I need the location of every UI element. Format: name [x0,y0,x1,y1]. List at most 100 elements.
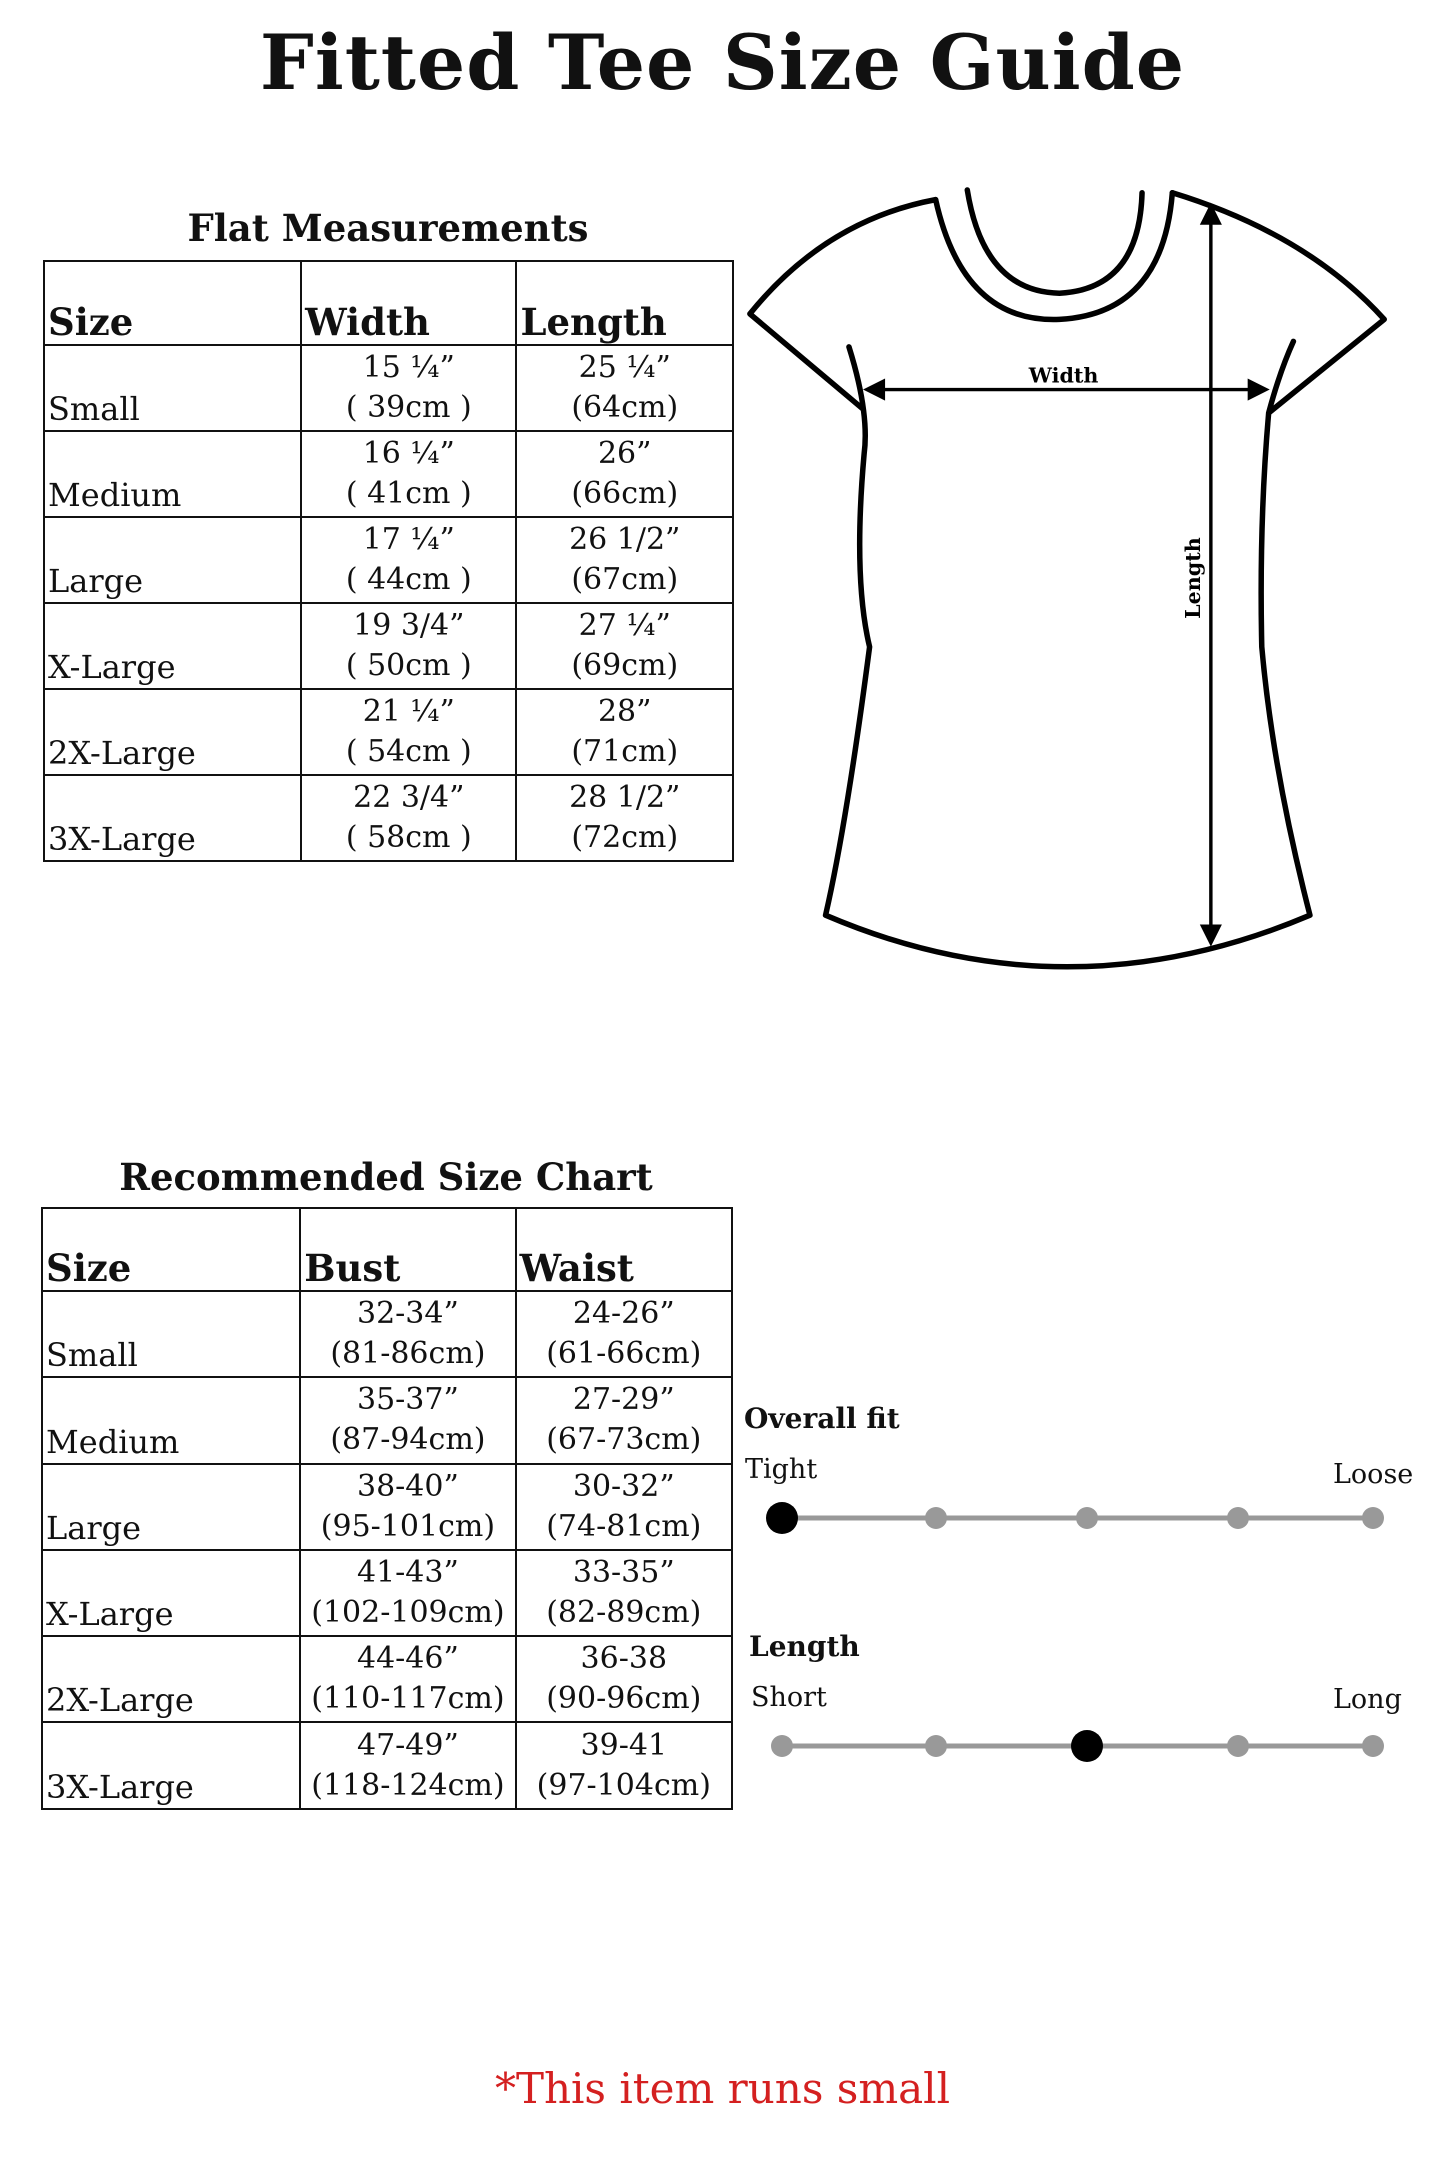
tee-diagram: Width Length [747,187,1387,970]
tee-collar [964,187,1145,296]
tee-neckline [932,190,1176,323]
width-inches: 19 3/4” [353,608,465,643]
bust-inches: 47-49” [357,1727,459,1763]
table-row: Small 15 ¼” ( 39cm ) 25 ¼” (64cm) [42,344,734,432]
size-cell: Large [40,1462,302,1551]
width-cell: 15 ¼” ( 39cm ) [300,344,518,432]
short-label: Short [751,1682,827,1713]
length-cell: 28” (71cm) [515,688,734,776]
size-cell: Small [40,1289,302,1379]
bust-inches: 38-40” [357,1468,459,1504]
length-arrow-top-icon [1199,202,1222,225]
width-cell: 19 3/4” ( 50cm ) [300,602,518,690]
width-cm: ( 50cm ) [345,648,472,683]
waist-cell: 36-38 (90-96cm) [514,1635,734,1724]
length-cm: (67cm) [571,562,679,597]
overall-fit-label: Overall fit [744,1402,900,1435]
width-cell: 22 3/4” ( 58cm ) [300,774,518,862]
size-cell: 3X-Large [42,774,303,862]
bust-inches: 44-46” [357,1641,459,1677]
waist-inches: 39-41 [580,1727,668,1763]
scale-point [925,1507,947,1529]
bust-cm: (95-101cm) [320,1508,496,1544]
length-inches: 27 ¼” [578,608,671,643]
length-cell: 27 ¼” (69cm) [515,602,734,690]
width-inches: 17 ¼” [362,522,455,557]
bust-cm: (118-124cm) [311,1767,505,1803]
width-label: Width [1028,364,1099,388]
flat-measurements-table: Size Width Length Small 15 ¼” ( 39cm ) 25 ¼… [42,260,734,862]
width-inches: 15 ¼” [362,350,455,385]
waist-cell: 39-41 (97-104cm) [514,1721,734,1810]
tight-label: Tight [745,1454,818,1485]
bust-cell: 47-49” (118-124cm) [299,1721,517,1810]
width-cell: 21 ¼” ( 54cm ) [300,688,518,776]
bust-inches: 41-43” [357,1555,459,1591]
scale-point-selected [1071,1730,1103,1762]
long-label: Long [1333,1684,1402,1715]
waist-cell: 27-29” (67-73cm) [514,1376,734,1465]
bust-cell: 44-46” (110-117cm) [299,1635,517,1724]
width-inches: 22 3/4” [353,780,465,815]
length-cm: (69cm) [571,648,679,683]
width-cm: ( 44cm ) [345,562,472,597]
bust-cell: 38-40” (95-101cm) [299,1462,517,1551]
table-row: 3X-Large 47-49” (118-124cm) 39-41 (97-104cm) [40,1721,734,1810]
table-row: Small 32-34” (81-86cm) 24-26” (61-66cm) [40,1289,734,1379]
length-cell: 25 ¼” (64cm) [515,344,734,432]
width-inches: 16 ¼” [362,436,455,471]
size-cell: Small [42,344,303,432]
length-inches: 25 ¼” [578,350,671,385]
scale-point [1362,1735,1384,1757]
length-cell: 26 1/2” (67cm) [515,516,734,604]
bust-cell: 35-37” (87-94cm) [299,1376,517,1465]
waist-cm: (82-89cm) [546,1595,702,1631]
waist-cm: (90-96cm) [546,1681,702,1717]
table-row: Medium 35-37” (87-94cm) 27-29” (67-73cm) [40,1376,734,1465]
bust-cell: 32-34” (81-86cm) [299,1289,517,1379]
runs-small-note: *This item runs small [494,2064,951,2113]
size-cell: 3X-Large [40,1721,302,1810]
width-arrow-right-icon [1247,378,1270,401]
length-cm: (66cm) [571,476,679,511]
header-size: Size [40,1207,302,1292]
loose-label: Loose [1333,1459,1414,1490]
width-cm: ( 58cm ) [345,820,472,855]
scale-point [771,1735,793,1757]
table-row: X-Large 41-43” (102-109cm) 33-35” (82-89cm) [40,1548,734,1638]
length-inches: 28 1/2” [569,780,681,815]
waist-inches: 30-32” [572,1468,675,1504]
page-title: Fitted Tee Size Guide [259,18,1186,107]
waist-cm: (61-66cm) [546,1336,702,1372]
length-label: Length [1181,537,1205,619]
waist-inches: 24-26” [572,1296,675,1332]
table-row: 2X-Large 21 ¼” ( 54cm ) 28” (71cm) [42,688,734,776]
length-fit-label: Length [749,1630,860,1663]
scale-point [925,1735,947,1757]
length-inches: 26” [597,436,652,471]
waist-inches: 33-35” [572,1555,675,1591]
flat-measurements-title: Flat Measurements [187,206,589,250]
size-cell: Medium [42,430,303,518]
width-arrow-left-icon [862,378,886,401]
header-width: Width [300,260,518,346]
header-length: Length [515,260,734,346]
table-row: 3X-Large 22 3/4” ( 58cm ) 28 1/2” (72cm) [42,774,734,862]
bust-cm: (81-86cm) [330,1336,486,1372]
bust-cm: (87-94cm) [330,1422,486,1458]
size-cell: 2X-Large [42,688,303,776]
table-row: X-Large 19 3/4” ( 50cm ) 27 ¼” (69cm) [42,602,734,690]
scale-point [1227,1507,1249,1529]
scale-point-selected [766,1502,798,1534]
overall-fit-scale [766,1502,1384,1534]
size-cell: Medium [40,1376,302,1465]
width-cell: 16 ¼” ( 41cm ) [300,430,518,518]
length-cell: 28 1/2” (72cm) [515,774,734,862]
recommended-size-table: Size Bust Waist Small 32-34” (81-86cm) 24-2… [40,1207,734,1810]
bust-inches: 32-34” [357,1296,459,1332]
width-cm: ( 39cm ) [345,390,472,425]
table-row: Large 38-40” (95-101cm) 30-32” (74-81cm) [40,1462,734,1551]
length-cm: (72cm) [571,820,679,855]
bust-cell: 41-43” (102-109cm) [299,1548,517,1638]
scale-point [1227,1735,1249,1757]
